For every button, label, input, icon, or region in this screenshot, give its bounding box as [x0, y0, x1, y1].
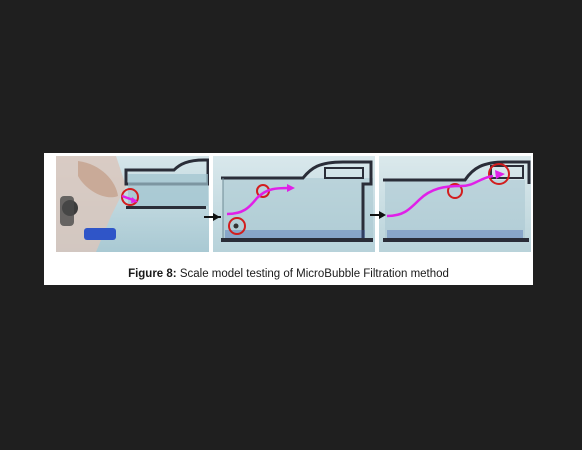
- model-base-bar: [383, 238, 529, 242]
- model-base-bar: [221, 238, 373, 242]
- scale-model-photo-1: [56, 156, 209, 252]
- marker-circle: [447, 183, 463, 199]
- figure-label: Figure 8:: [128, 268, 177, 280]
- scale-model-photo-2: [213, 156, 375, 252]
- model-lid-outline: [124, 158, 209, 186]
- marker-circle: [228, 217, 246, 235]
- scale-model-photo-3: [379, 156, 531, 252]
- model-lid-outline: [383, 160, 531, 184]
- figure-8: Figure 8: Scale model testing of MicroBu…: [44, 153, 533, 285]
- figure-caption: Figure 8: Scale model testing of MicroBu…: [44, 268, 533, 280]
- model-base-bar: [126, 206, 206, 209]
- bubble-path-arrow: [287, 184, 295, 192]
- figure-caption-text: Scale model testing of MicroBubble Filtr…: [179, 268, 449, 280]
- bubble-path-arrow: [495, 170, 505, 179]
- figure-panels: [44, 153, 533, 253]
- figure-panel-2: [213, 156, 375, 252]
- figure-panel-1: [56, 156, 209, 252]
- model-lid-outline: [221, 160, 373, 238]
- bubble-path: [226, 186, 290, 216]
- figure-panel-3: [379, 156, 531, 252]
- bubble-path-arrow: [131, 197, 138, 203]
- bubble-path: [386, 174, 494, 218]
- marker-circle: [488, 163, 510, 185]
